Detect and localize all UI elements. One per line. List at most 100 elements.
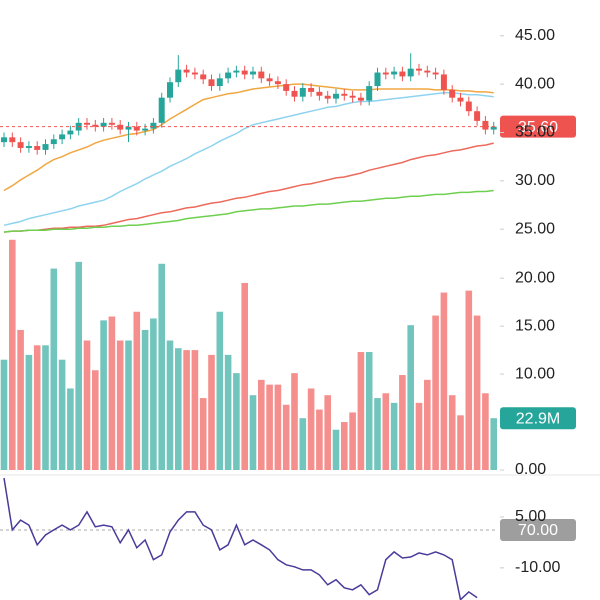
candle-body	[440, 74, 447, 90]
volume-bar	[241, 282, 248, 470]
volume-bar	[133, 311, 141, 470]
volume-bar	[299, 418, 307, 470]
volume-bar	[191, 350, 199, 470]
volume-bar	[266, 384, 273, 470]
volume-bar	[349, 412, 356, 470]
volume-bar	[58, 359, 66, 470]
volume-bar	[67, 388, 74, 470]
volume-bar	[208, 354, 215, 470]
moving-average	[3, 189, 494, 233]
volume-bar	[83, 340, 91, 470]
volume-bar	[183, 350, 190, 470]
candle-body	[175, 69, 182, 83]
moving-average	[3, 83, 494, 192]
volume-bar	[440, 292, 448, 470]
volume-bar	[233, 373, 240, 470]
candle-body	[424, 70, 431, 73]
volume-bar	[17, 329, 24, 470]
candle-body	[316, 91, 323, 96]
candle-body	[84, 122, 90, 125]
level-label: 70.00	[518, 522, 558, 539]
volume-bar	[365, 352, 373, 470]
candle-body	[183, 69, 190, 73]
y-tick-label: 45.00	[515, 27, 555, 44]
volume-bar	[465, 290, 473, 470]
volume-bar	[282, 404, 290, 470]
candle-body	[241, 70, 248, 75]
y-tick-label: 40.00	[515, 75, 555, 92]
moving-average	[3, 92, 494, 227]
volume-bar	[482, 393, 489, 470]
indicator-line	[3, 477, 478, 600]
candle-body	[474, 111, 481, 121]
candle-body	[416, 68, 422, 71]
candle-body	[258, 71, 265, 79]
volume-bar	[432, 315, 439, 470]
candle-body	[299, 88, 306, 97]
volume-bar	[473, 315, 481, 470]
volume-bar	[92, 370, 99, 470]
candle-body	[216, 78, 223, 87]
candle-body	[133, 126, 140, 131]
candle-body	[324, 95, 331, 99]
volume-bar	[357, 352, 365, 470]
candle-body	[250, 71, 256, 75]
candle-body	[233, 70, 240, 73]
volume-bar	[307, 388, 315, 470]
volume-bar	[390, 402, 398, 470]
candle-body	[191, 72, 198, 75]
volume-bar	[42, 345, 49, 470]
candle-body	[366, 86, 373, 101]
candle-body	[158, 97, 165, 123]
candle-body	[374, 72, 381, 87]
y-tick-label: 0.00	[515, 461, 546, 478]
volume-bar	[150, 318, 157, 470]
volume-bar	[108, 316, 116, 470]
volume-bar	[9, 239, 16, 470]
candle-body	[125, 126, 132, 130]
y-tick-label: 15.00	[515, 317, 555, 334]
volume-label: 22.9M	[516, 410, 560, 427]
volume-bar	[175, 348, 182, 470]
candle-body	[25, 146, 32, 148]
candle-body	[357, 97, 364, 101]
volume-bar	[399, 375, 406, 470]
candle-body	[200, 74, 207, 80]
candle-body	[457, 97, 464, 102]
price-badge	[500, 115, 576, 138]
candle-body	[482, 120, 489, 130]
volume-bar	[424, 379, 431, 470]
volume-bar	[33, 345, 41, 470]
volume-bar	[158, 263, 165, 470]
candle-body	[341, 93, 348, 96]
candle-body	[150, 122, 157, 129]
candle-body	[274, 81, 281, 85]
volume-bar	[216, 311, 224, 470]
candle-body	[59, 134, 66, 140]
price-label: 35.60	[518, 119, 558, 136]
volume-bar	[332, 429, 340, 470]
candle-body	[333, 93, 339, 99]
volume-bar	[291, 373, 298, 470]
volume-bar	[448, 395, 456, 470]
volume-bar	[100, 320, 107, 470]
y-tick-label: 25.00	[515, 220, 555, 237]
y-tick-label: -10.00	[515, 559, 560, 576]
volume-bar	[415, 402, 423, 470]
candle-body	[208, 79, 215, 87]
volume-bar	[25, 354, 33, 470]
candle-body	[100, 122, 107, 127]
volume-bar	[50, 268, 58, 470]
candle-body	[142, 128, 149, 131]
candle-body	[17, 142, 24, 148]
candle-body	[167, 82, 173, 98]
candle-body	[291, 90, 298, 97]
candle-body	[465, 101, 472, 112]
candle-body	[382, 72, 389, 75]
volume-bar	[324, 395, 331, 470]
candle-body	[266, 78, 273, 82]
volume-bar	[274, 384, 282, 470]
volume-badge	[500, 407, 576, 430]
candle-body	[399, 71, 406, 77]
